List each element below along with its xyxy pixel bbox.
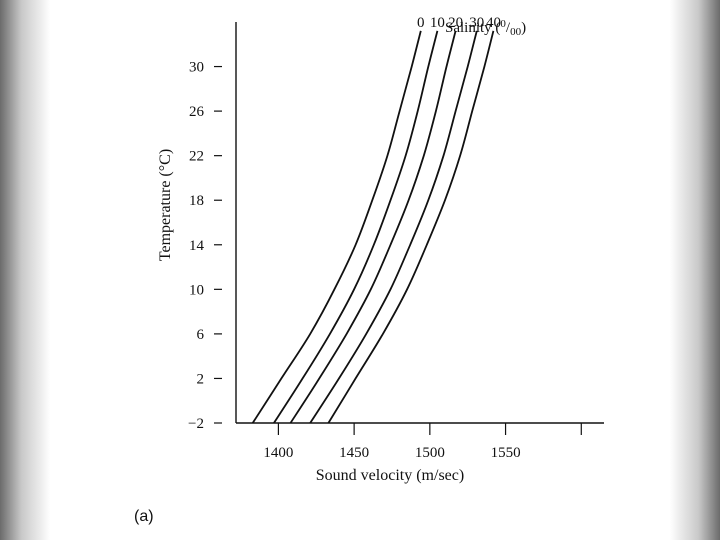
series-label-0: 0	[417, 15, 425, 31]
y-axis-title: Temperature (°C)	[157, 149, 174, 261]
x-tick-label: 1550	[491, 445, 521, 461]
series-line-30	[309, 30, 478, 424]
x-tick-label: 1450	[339, 445, 369, 461]
x-axis-title: Sound velocity (m/sec)	[316, 467, 464, 484]
series-label-10: 10	[430, 15, 445, 31]
y-tick-label: 10	[189, 282, 204, 298]
axes	[235, 22, 604, 424]
series-line-20	[289, 30, 457, 424]
x-tick-label: 1500	[415, 445, 445, 461]
series-line-0	[251, 30, 422, 424]
series-label-40: 40	[486, 15, 501, 31]
legend-unit-slash: /	[506, 20, 511, 36]
panel-label: (a)	[134, 508, 154, 525]
y-tick-label: 6	[197, 327, 205, 343]
series-labels: 0 10 20 30 40	[417, 15, 501, 31]
y-tick-label: 26	[189, 104, 205, 120]
series-lines	[251, 30, 495, 424]
series-label-20: 20	[448, 15, 463, 31]
series-line-40	[327, 30, 495, 424]
y-tick-label: 14	[189, 238, 205, 254]
y-tick-label: −2	[188, 416, 204, 432]
legend-title-prefix: Salinity (	[445, 20, 500, 36]
y-tick-label: 18	[189, 193, 204, 209]
series-line-10	[273, 30, 439, 424]
legend-title-suffix: )	[521, 20, 526, 36]
legend-title: Salinity (0/00)	[445, 18, 526, 38]
legend-unit-sup: 0	[500, 18, 506, 30]
series-label-30: 30	[469, 15, 484, 31]
y-tick-label: 30	[189, 60, 204, 76]
y-tick-label: 22	[189, 149, 204, 165]
x-axis-ticks: 1400 1450 1500 1550	[263, 423, 582, 461]
x-tick-label: 1400	[263, 445, 293, 461]
y-tick-label: 2	[197, 371, 205, 387]
legend-unit-sub: 00	[510, 26, 522, 38]
